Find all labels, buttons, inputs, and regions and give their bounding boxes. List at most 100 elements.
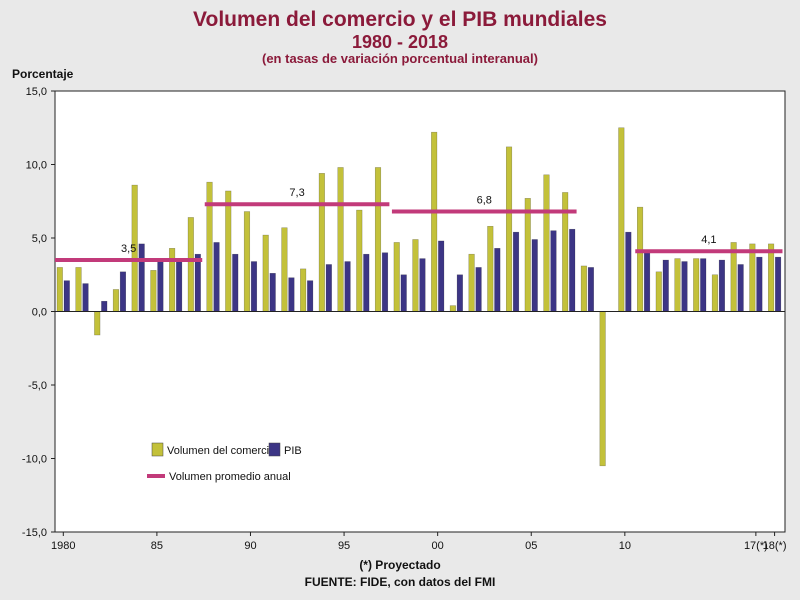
gdp-bar-1980 xyxy=(63,280,70,312)
projection-note: (*) Proyectado xyxy=(359,558,441,572)
gdp-bar-1984 xyxy=(138,243,145,312)
trade-bar-1992 xyxy=(281,227,288,312)
legend-swatch-trade xyxy=(151,442,164,457)
trade-bar-1998 xyxy=(393,242,400,312)
y-tick-label: 10,0 xyxy=(26,160,47,172)
gdp-bar-2015 xyxy=(718,259,725,312)
y-tick-label: 0,0 xyxy=(32,307,47,319)
trade-bar-2005 xyxy=(524,198,531,312)
trade-bar-1999 xyxy=(412,239,419,312)
gdp-bar-1993 xyxy=(307,280,314,312)
trade-bar-1993 xyxy=(300,268,307,312)
chart-subtitle: 1980 - 2018 xyxy=(351,32,449,52)
trade-bar-2013 xyxy=(674,258,681,312)
trade-bar-1991 xyxy=(262,234,269,312)
gdp-bar-2018 xyxy=(775,256,782,312)
trade-bar-1985 xyxy=(150,270,157,312)
gdp-bar-1987 xyxy=(194,253,201,312)
x-tick-label: 1980 xyxy=(51,540,75,552)
trade-bar-1990 xyxy=(243,211,251,312)
y-tick-label: -15,0 xyxy=(22,527,47,539)
chart-title: Volumen del comercio y el PIB mundiales xyxy=(193,8,607,31)
gdp-bar-1991 xyxy=(269,273,276,312)
trade-bar-1996 xyxy=(356,209,363,312)
trade-bar-2008 xyxy=(580,265,587,312)
trade-bar-2000 xyxy=(431,131,438,312)
chart-subtitle-units: (en tasas de variación porcentual intera… xyxy=(262,51,538,66)
gdp-bar-2006 xyxy=(550,230,557,312)
average-label: 3,5 xyxy=(121,243,136,255)
trade-bar-2012 xyxy=(655,271,662,312)
gdp-bar-2008 xyxy=(587,267,594,312)
legend-label-gdp: PIB xyxy=(284,445,302,457)
trade-bar-1997 xyxy=(374,167,382,312)
gdp-bar-1990 xyxy=(250,261,258,312)
trade-bar-2001 xyxy=(449,305,456,312)
trade-bar-2017 xyxy=(749,243,756,312)
y-tick-label: 5,0 xyxy=(32,233,47,245)
x-tick-label: 05 xyxy=(525,540,537,552)
x-tick-label: 00 xyxy=(432,540,444,552)
gdp-bar-2011 xyxy=(644,249,651,312)
trade-bar-1994 xyxy=(318,173,325,312)
gdp-bar-1994 xyxy=(325,264,332,312)
x-tick-label: 18(*) xyxy=(763,540,787,552)
average-label: 7,3 xyxy=(289,187,304,199)
gdp-bar-2012 xyxy=(662,259,669,312)
gdp-bar-1983 xyxy=(119,271,127,312)
trade-bar-2009 xyxy=(599,311,606,467)
gdp-bar-1985 xyxy=(157,258,164,312)
trade-bar-2002 xyxy=(468,253,475,312)
gdp-bar-2000 xyxy=(438,240,445,312)
gdp-bar-2004 xyxy=(512,231,520,312)
gdp-bar-1982 xyxy=(101,300,108,312)
gdp-bar-2017 xyxy=(756,256,763,312)
trade-bar-1980 xyxy=(56,267,63,312)
gdp-bar-1981 xyxy=(82,283,89,312)
gdp-bar-2016 xyxy=(737,264,744,312)
legend-label-trade: Volumen del comercio xyxy=(167,445,275,457)
y-tick-label: -5,0 xyxy=(28,380,47,392)
legend-swatch-gdp xyxy=(268,442,281,457)
trade-bar-2004 xyxy=(505,146,513,312)
gdp-bar-2007 xyxy=(569,228,576,312)
trade-bar-1982 xyxy=(94,311,101,336)
average-label: 4,1 xyxy=(701,234,716,246)
trade-bar-2014 xyxy=(693,258,700,312)
trade-bar-2011 xyxy=(637,206,644,312)
trade-bar-1983 xyxy=(112,289,120,312)
gdp-bar-1992 xyxy=(288,277,295,312)
gdp-bar-1996 xyxy=(363,253,370,312)
gdp-bar-1988 xyxy=(213,242,220,312)
trade-bar-2006 xyxy=(543,174,550,312)
trade-bar-2003 xyxy=(487,225,494,312)
average-label: 6,8 xyxy=(477,195,492,207)
trade-bar-1981 xyxy=(75,267,82,312)
legend-label-average: Volumen promedio anual xyxy=(169,471,291,483)
gdp-bar-2013 xyxy=(681,261,688,312)
trade-bar-1987 xyxy=(187,217,194,312)
x-tick-label: 17(*) xyxy=(744,540,768,552)
trade-bar-1989 xyxy=(225,190,232,312)
gdp-bar-2005 xyxy=(531,239,538,312)
trade-bar-1995 xyxy=(337,167,344,312)
gdp-bar-1999 xyxy=(419,258,426,312)
gdp-bar-2003 xyxy=(494,248,501,312)
x-tick-label: 10 xyxy=(619,540,631,552)
gdp-bar-2002 xyxy=(475,267,482,312)
trade-bar-2018 xyxy=(768,243,775,312)
trade-bar-2015 xyxy=(711,274,718,312)
trade-bar-1986 xyxy=(169,248,176,312)
gdp-bar-2010 xyxy=(625,231,632,312)
trade-bar-1988 xyxy=(206,181,213,312)
y-axis-label: Porcentaje xyxy=(12,67,74,81)
x-tick-label: 90 xyxy=(244,540,256,552)
gdp-bar-1997 xyxy=(381,252,389,312)
gdp-bar-1986 xyxy=(176,258,183,312)
gdp-bar-1989 xyxy=(232,253,239,312)
source-note: FUENTE: FIDE, con datos del FMI xyxy=(304,575,496,589)
gdp-bar-1998 xyxy=(400,274,407,312)
trade-bar-2010 xyxy=(618,127,625,312)
gdp-bar-2001 xyxy=(456,274,463,312)
